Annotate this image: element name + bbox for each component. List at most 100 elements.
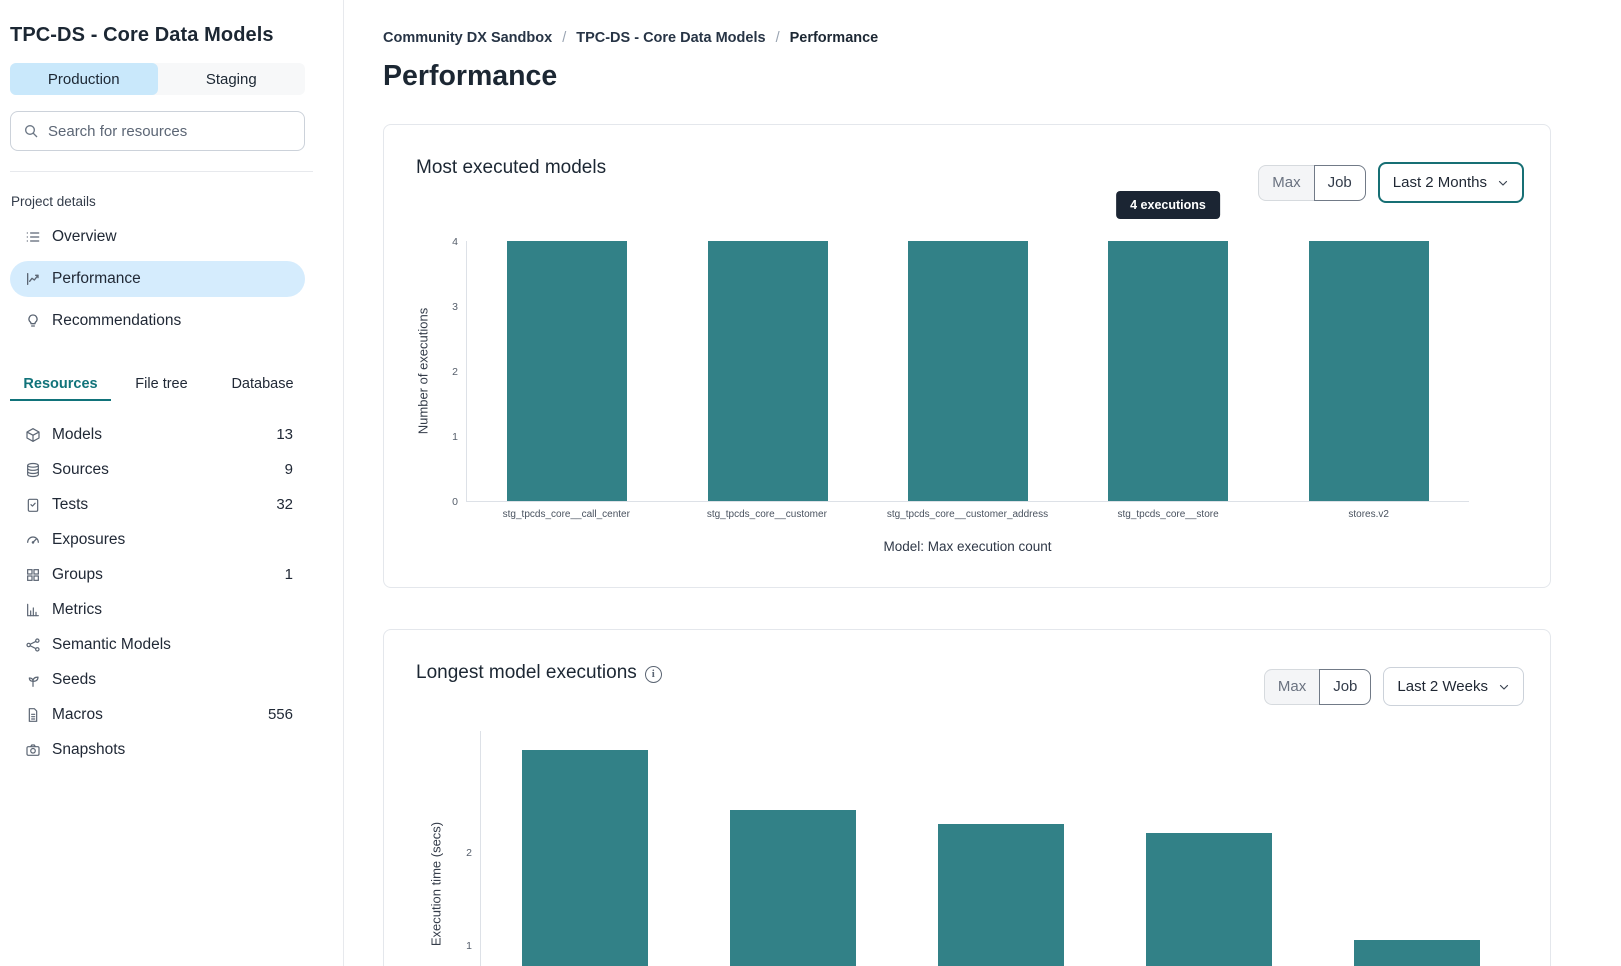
bar[interactable] [1108,241,1229,501]
sidebar-item-label: Performance [52,270,141,287]
bar[interactable] [938,824,1064,966]
sidebar-item-seeds[interactable]: Seeds [10,662,305,697]
x-axis-tick-label: stg_tpcds_core__customer [706,509,827,520]
sidebar-item-snapshots[interactable]: Snapshots [10,732,305,767]
sidebar-item-macros[interactable]: Macros 556 [10,697,305,732]
resource-search[interactable] [10,111,305,151]
bar[interactable] [1354,940,1480,966]
sidebar-item-performance[interactable]: Performance [10,261,305,297]
clipboard-check-icon [25,497,41,513]
bar[interactable] [1146,833,1272,966]
bar-slot [1068,241,1268,501]
resource-count: 32 [276,496,293,513]
chart-tooltip: 4 executions [1116,191,1220,219]
chart-title-text: Longest model executions [416,662,637,683]
bar[interactable] [1308,241,1429,501]
y-axis-tick: 1 [466,939,472,952]
bar[interactable] [522,749,648,966]
bar-slot [467,241,667,501]
tab-production[interactable]: Production [10,63,158,95]
tab-staging[interactable]: Staging [205,70,257,88]
resource-label: Sources [52,460,109,478]
x-axis-tick-label: stg_tpcds_core__store [1117,509,1219,520]
bar-slot [667,241,867,501]
sidebar-item-models[interactable]: Models 13 [10,417,305,452]
tab-database[interactable]: Database [231,376,294,392]
info-icon[interactable]: i [644,665,662,683]
chevron-down-icon [1497,177,1509,189]
bar[interactable] [707,241,828,501]
bar[interactable] [507,241,628,501]
chart-controls: Max Job Last 2 Weeks [1263,667,1524,706]
y-axis-tick: 2 [452,366,458,378]
chart-title: Most executed models [416,157,606,179]
chevron-down-icon [1498,681,1510,693]
bar-chart-icon [25,602,41,618]
sidebar-divider [10,171,313,172]
resource-label: Seeds [52,670,96,688]
sidebar-item-exposures[interactable]: Exposures [10,522,305,557]
sidebar-item-metrics[interactable]: Metrics [10,592,305,627]
sidebar-item-semantic-models[interactable]: Semantic Models [10,627,305,662]
list-icon [25,229,41,245]
sidebar-item-sources[interactable]: Sources 9 [10,452,305,487]
bar-slot [1105,731,1313,966]
resource-label: Groups [52,565,103,583]
sidebar-item-overview[interactable]: Overview [10,219,305,255]
line-chart-icon [25,271,41,287]
resource-tabs: Resources File tree Database [10,369,313,401]
sidebar-item-groups[interactable]: Groups 1 [10,557,305,592]
environment-tabs: Production Staging [10,63,305,95]
x-axis-tick-label: stg_tpcds_core__customer_address [886,509,1049,520]
bar-slot [689,731,897,966]
job-button[interactable]: Job [1313,164,1366,201]
y-axis-label: Execution time (secs) [428,821,444,947]
y-axis-tick: 4 [452,236,458,248]
bar-slot [1269,241,1469,501]
time-range-dropdown[interactable]: Last 2 Months [1377,162,1524,203]
time-range-dropdown[interactable]: Last 2 Weeks [1383,667,1524,706]
resource-label: Models [52,425,102,443]
bar[interactable] [908,241,1029,501]
breadcrumb-separator: / [562,30,567,46]
resource-label: Tests [52,495,89,513]
sprout-icon [25,672,41,688]
max-button[interactable]: Max [1263,668,1320,705]
tab-resources[interactable]: Resources [10,369,111,401]
resource-label: Macros [52,705,103,723]
x-axis-tick-labels: stg_tpcds_core__call_center stg_tpcds_cor… [466,509,1469,520]
tab-file-tree[interactable]: File tree [135,376,188,392]
breadcrumb-separator: / [775,30,780,46]
time-range-value: Last 2 Weeks [1397,678,1488,695]
sidebar-item-recommendations[interactable]: Recommendations [10,303,305,339]
bar-slot [481,731,689,966]
bar-slot [1313,731,1521,966]
bar-slot [897,731,1105,966]
longest-model-executions-card: Longest model executions i Max Job Last … [383,629,1551,966]
grid-icon [25,567,41,583]
max-button[interactable]: Max [1258,164,1314,201]
share-nodes-icon [25,637,41,653]
project-details-label: Project details [11,194,96,209]
bar-slot [868,241,1068,501]
breadcrumb-current: Performance [789,30,879,46]
max-job-toggle: Max Job [1263,668,1372,705]
sidebar-item-tests[interactable]: Tests 32 [10,487,305,522]
x-axis-title: Model: Max execution count [883,539,1052,554]
y-axis-tick: 0 [452,496,458,508]
resource-label: Exposures [52,530,126,548]
x-axis-tick-label: stg_tpcds_core__call_center [502,509,630,520]
x-axis-tick-label: stores.v2 [1348,509,1389,520]
time-range-value: Last 2 Months [1392,174,1487,191]
breadcrumb-project[interactable]: TPC-DS - Core Data Models [576,30,766,46]
job-button[interactable]: Job [1319,668,1372,705]
breadcrumb-account[interactable]: Community DX Sandbox [383,30,553,46]
project-nav: Overview Performance Recommendations [10,219,333,339]
resource-count: 556 [267,706,293,723]
chart-title: Longest model executions i [416,662,662,684]
search-input[interactable] [48,122,292,140]
bar[interactable] [730,810,856,966]
breadcrumb: Community DX Sandbox / TPC-DS - Core Dat… [383,30,1621,46]
resource-count: 9 [284,461,293,478]
